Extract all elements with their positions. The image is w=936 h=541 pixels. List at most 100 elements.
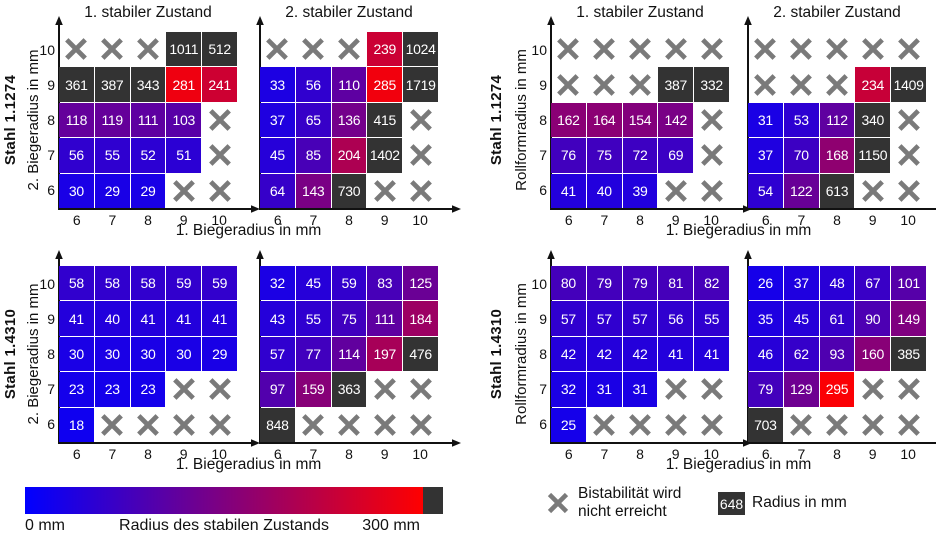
not-reached-icon [593,413,616,436]
heatmap-cell: 45 [295,266,331,301]
not-reached-icon [664,378,687,401]
x-tick-label: 7 [309,446,318,462]
cell-not-reached [403,408,438,442]
heatmap-grid: 387 332 162 164 154 142 76 75 72 69 41 40 39 [551,32,729,208]
heatmap-cell: 62 [783,336,819,372]
heatmap-cell: 234 [855,67,891,102]
x-tick-label: 8 [833,446,841,462]
y-tick-label: 10 [39,275,55,292]
heatmap-cell: 1011 [166,32,202,67]
cell-not-reached [855,174,890,208]
cell-not-reached [820,408,855,442]
heatmap-cell: 57 [551,301,586,336]
heatmap-cell: 35 [748,301,783,336]
heatmap-cell: 79 [586,266,622,301]
cell-not-reached [694,103,729,137]
x-tick-label: 6 [564,446,573,462]
not-reached-icon [700,179,723,202]
cell-not-reached [784,32,819,66]
heatmap-cell: 476 [403,336,438,372]
x-tick-label: 10 [703,212,719,228]
not-reached-icon [208,109,231,131]
heatmap-cell: 142 [658,102,694,138]
heatmap-cell: 69 [658,138,694,173]
heatmap-cell: 41 [59,301,94,336]
not-reached-icon [897,378,920,401]
cell-not-reached [623,32,658,66]
colorbar-gradient [25,487,423,514]
cell-not-reached [367,372,402,406]
heatmap-cell: 23 [94,372,130,407]
x-tick-label: 9 [671,212,680,228]
cell-not-reached [891,408,926,442]
heatmap-cell: 56 [658,301,694,336]
heatmap-cell: 29 [94,173,130,208]
y-tick-label: 6 [539,416,547,433]
not-reached-icon [65,38,88,61]
heatmap-cell: 136 [331,102,367,138]
heatmap-cell: 387 [658,67,694,102]
x-tick-label: 10 [412,212,428,228]
heatmap-cell: 343 [130,67,166,102]
heatmap-cell: 41 [694,336,729,372]
cell-not-reached [891,174,926,208]
x-tick-label: 10 [412,446,428,462]
cell-not-reached [694,174,729,208]
cell-not-reached [891,103,926,137]
not-reached-icon [861,179,884,202]
heatmap-cell: 30 [94,336,130,372]
not-reached-icon [754,73,777,96]
heatmap-cell: 31 [622,372,658,407]
heatmap-cell: 23 [59,372,94,407]
heatmap-cell: 56 [59,138,94,173]
y-tick-label: 7 [47,147,55,164]
cell-not-reached [891,372,926,406]
heatmap-cell: 25 [551,407,586,442]
heatmap-cell: 143 [295,173,331,208]
not-reached-icon [700,378,723,401]
cell-not-reached [694,138,729,172]
heatmap-cell: 42 [586,336,622,372]
not-reached-icon [897,144,920,167]
cell-not-reached [784,67,819,101]
heatmap-cell: 39 [622,173,658,208]
heatmap-cell: 164 [586,102,622,138]
not-reached-icon [790,73,813,96]
cell-not-reached [820,67,855,101]
legend-line2: nicht erreicht [578,503,667,520]
cell-not-reached [367,174,402,208]
heatmap-cell: 415 [367,102,403,138]
heatmap-cell: 58 [94,266,130,301]
heatmap-cell: 613 [819,173,855,208]
cell-not-reached [296,408,331,442]
colorbar-title: Radius des stabilen Zustands [119,517,329,534]
heatmap-cell: 184 [403,301,438,336]
heatmap-cell: 75 [586,138,622,173]
heatmap-cell: 79 [622,266,658,301]
x-tick-label: 6 [761,212,770,228]
heatmap-cell: 197 [367,336,403,372]
heatmap-4310-biegeradius-zustand1: 58 58 58 59 59 41 40 41 41 41 30 30 30 30 29 23 23 23 18 6 7… [39,250,260,462]
heatmap-cell: 110 [331,67,367,102]
cell-not-reached [694,372,729,406]
heatmap-cell: 1024 [403,32,438,67]
x-tick-label: 10 [211,446,227,462]
y-tick-label: 6 [47,182,55,199]
heatmap-cell: 122 [783,173,819,208]
x-tick-label: 7 [309,212,318,228]
heatmap-cell: 45 [260,138,295,173]
heatmap-cell: 42 [551,336,586,372]
heatmap-cell: 129 [783,372,819,407]
y-tick-label: 8 [539,112,547,128]
x-tick-label: 9 [868,446,877,462]
cell-not-reached [748,67,783,101]
heatmap-cell: 41 [130,301,166,336]
heatmap-cell: 48 [819,266,855,301]
not-reached-icon [754,38,777,61]
cell-not-reached [202,138,237,172]
not-reached-icon [101,38,124,61]
cell-not-reached [260,32,295,66]
heatmap-cell: 241 [202,67,237,102]
y-tick-label: 8 [47,112,55,128]
